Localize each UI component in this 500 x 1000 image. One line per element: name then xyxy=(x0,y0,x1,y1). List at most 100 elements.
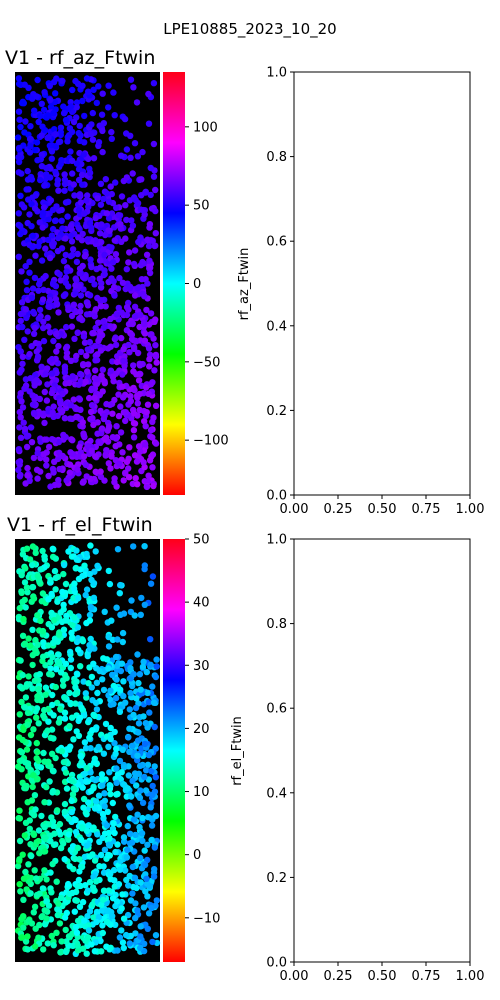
cell-point xyxy=(80,795,88,803)
cell-point xyxy=(143,409,150,416)
cell-point xyxy=(86,734,93,741)
cell-point xyxy=(53,699,61,707)
cell-point xyxy=(17,348,24,355)
cell-point xyxy=(21,81,28,88)
cell-point xyxy=(111,728,118,736)
cell-point xyxy=(17,414,24,421)
cell-point xyxy=(88,385,96,392)
cell-point xyxy=(77,199,85,206)
cell-point xyxy=(24,167,31,175)
cell-point xyxy=(100,318,107,325)
cell-point xyxy=(76,903,84,910)
cell-point xyxy=(15,763,22,770)
cell-point xyxy=(59,452,66,460)
cell-point xyxy=(73,258,81,266)
cell-point xyxy=(144,401,152,408)
cell-point xyxy=(86,394,93,402)
cell-point xyxy=(88,121,95,128)
el-ytick-label: 0.2 xyxy=(266,871,287,886)
cell-point xyxy=(143,483,151,491)
el-ytick-label: 0.0 xyxy=(266,956,287,971)
cell-point xyxy=(57,124,65,131)
cell-point xyxy=(98,111,106,118)
cell-point xyxy=(62,769,70,776)
cell-point xyxy=(43,783,50,791)
cell-point xyxy=(83,473,90,480)
cell-point xyxy=(30,308,37,316)
cell-point xyxy=(101,477,108,484)
cell-point xyxy=(81,339,89,346)
cell-point xyxy=(151,318,158,325)
cell-point xyxy=(135,443,143,450)
cell-point xyxy=(56,271,63,278)
az-ytick-label: 0.2 xyxy=(266,404,287,419)
cell-point xyxy=(66,132,73,139)
cell-point xyxy=(120,477,127,484)
cell-point xyxy=(116,708,124,715)
cell-point xyxy=(122,417,129,425)
cell-point xyxy=(152,186,159,194)
cell-point xyxy=(29,392,36,399)
cell-point xyxy=(24,933,31,940)
cell-point xyxy=(52,754,59,762)
cell-point xyxy=(40,337,48,345)
cell-point xyxy=(134,752,141,759)
cell-point xyxy=(63,268,70,275)
cell-point xyxy=(27,731,35,739)
cell-point xyxy=(46,296,54,304)
cell-point xyxy=(139,206,147,214)
cell-point xyxy=(73,638,81,646)
cell-point xyxy=(98,372,105,379)
cell-point xyxy=(131,452,139,459)
az-xtick-label: 0.25 xyxy=(324,502,353,517)
cell-point xyxy=(130,260,138,268)
cell-point xyxy=(105,215,113,222)
az-xtick-label: 0.00 xyxy=(280,502,309,517)
cell-point xyxy=(107,183,114,190)
cell-point xyxy=(60,682,67,689)
cell-point xyxy=(36,306,44,314)
cell-point xyxy=(77,314,84,321)
cell-point xyxy=(118,905,125,912)
cell-point xyxy=(63,785,71,792)
cell-point xyxy=(33,714,40,721)
el-axes-frame xyxy=(293,538,471,963)
cell-point xyxy=(130,344,138,351)
cell-point xyxy=(41,758,48,765)
cell-point xyxy=(137,944,144,952)
cell-point xyxy=(40,639,47,646)
cell-point xyxy=(75,595,82,602)
cell-point xyxy=(49,691,56,699)
cell-point xyxy=(90,785,97,792)
az-map-title: V1 - rf_az_Ftwin xyxy=(5,47,155,69)
cell-point xyxy=(37,617,44,624)
cell-point xyxy=(29,401,37,408)
cell-point xyxy=(60,601,67,608)
cell-point xyxy=(33,139,41,146)
cell-point xyxy=(66,461,74,468)
az-cbar-tick-label: 0 xyxy=(193,277,201,292)
cell-point xyxy=(57,949,64,956)
cell-point xyxy=(39,627,47,635)
cell-point xyxy=(86,716,93,724)
cell-point xyxy=(93,908,101,916)
cell-point xyxy=(41,181,48,189)
cell-point xyxy=(119,449,126,456)
cell-point xyxy=(111,877,118,884)
cell-point xyxy=(61,808,68,815)
cell-point xyxy=(90,594,98,601)
cell-point xyxy=(61,800,69,808)
cell-point xyxy=(141,861,149,869)
cell-point xyxy=(46,329,54,336)
cell-point xyxy=(116,757,124,765)
cell-point xyxy=(55,187,62,194)
cell-point xyxy=(124,785,131,792)
cell-point xyxy=(19,323,26,331)
cell-point xyxy=(104,808,112,815)
cell-point xyxy=(18,268,25,275)
cell-point xyxy=(72,816,79,824)
cell-point xyxy=(42,691,49,698)
cell-point xyxy=(60,626,68,633)
cell-point xyxy=(33,875,40,882)
el-ytick-label: 0.6 xyxy=(266,702,287,717)
